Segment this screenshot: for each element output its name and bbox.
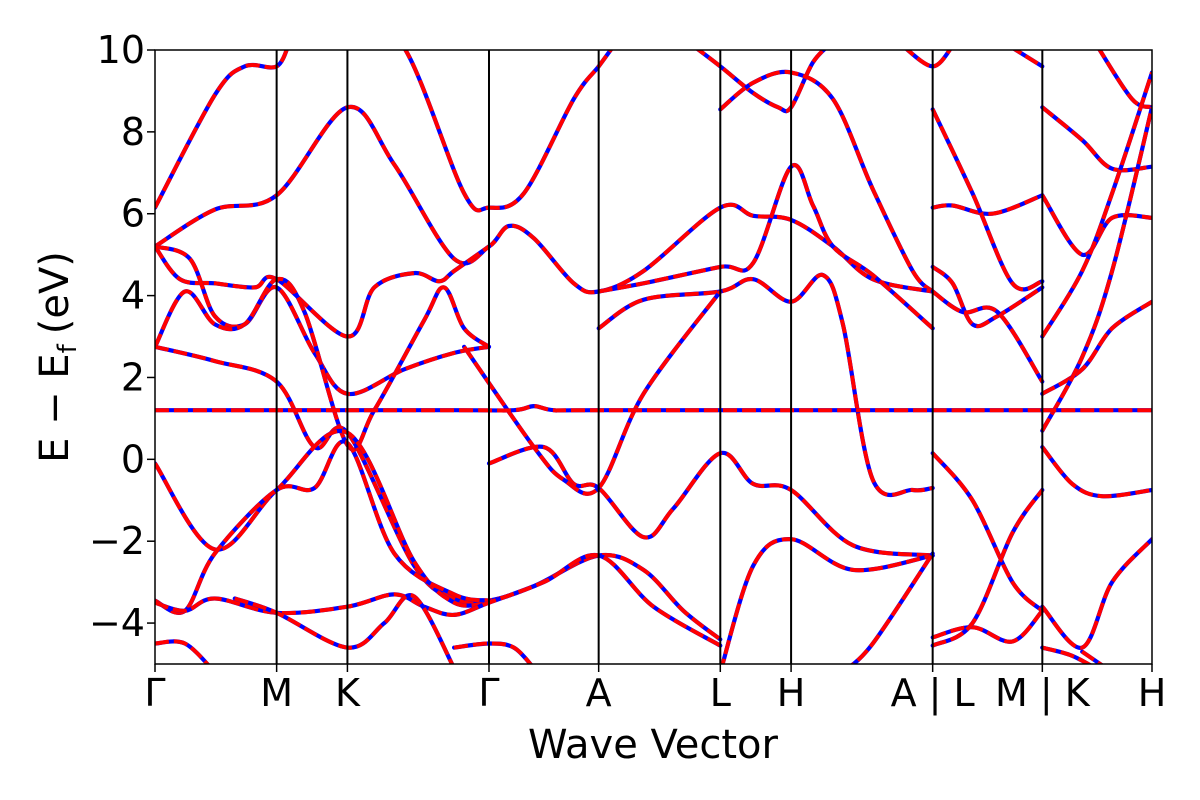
band-line-blue xyxy=(155,104,935,295)
band-line-red-dashed xyxy=(155,344,722,641)
band-line-red-dashed xyxy=(155,553,722,648)
y-tick-label: −2 xyxy=(89,519,145,563)
y-axis-title-main: E − E xyxy=(32,353,78,463)
band-line-red-dashed xyxy=(403,50,614,213)
x-tick-label: A xyxy=(586,671,612,715)
band-line-red-dashed xyxy=(1012,50,1044,69)
band-line-red-dashed xyxy=(155,50,289,209)
band-line-red-dashed xyxy=(1097,50,1152,110)
band-line-blue xyxy=(718,69,935,294)
band-line-red-dashed xyxy=(155,439,490,615)
band-line-blue xyxy=(930,608,1045,644)
band-line-red-dashed xyxy=(155,639,210,664)
y-tick-label: 0 xyxy=(121,437,145,481)
y-tick-label: −4 xyxy=(89,601,145,645)
band-line-red-dashed xyxy=(931,451,1044,613)
band-line-red-dashed xyxy=(719,69,935,294)
y-axis-title-unit: (eV) xyxy=(32,251,78,334)
band-line-red-dashed xyxy=(155,276,491,452)
x-tick-label: L xyxy=(710,671,731,715)
band-line-red-dashed xyxy=(1041,105,1152,173)
band-line-red-dashed xyxy=(1040,537,1152,650)
band-line-red-dashed xyxy=(453,641,533,664)
x-tick-label: K xyxy=(335,671,361,715)
y-tick-label: 4 xyxy=(121,274,145,318)
band-line-red-dashed xyxy=(1081,650,1104,664)
band-line-blue xyxy=(155,428,492,608)
y-tick-label: 10 xyxy=(97,28,145,72)
band-line-blue xyxy=(930,107,1045,292)
x-tick-label: M | K xyxy=(995,671,1091,716)
band-line-blue xyxy=(1040,70,1152,339)
band-line-blue xyxy=(155,639,211,664)
band-line-red-dashed xyxy=(850,552,935,664)
band-line-red-dashed xyxy=(1040,194,1152,257)
band-line-red-dashed xyxy=(1041,645,1093,664)
x-tick-label: Γ xyxy=(144,671,165,715)
band-line-blue xyxy=(930,487,1045,648)
y-axis-title: E − Ef (eV) xyxy=(32,251,83,463)
band-line-red-dashed xyxy=(462,290,722,496)
band-line-blue xyxy=(462,289,723,496)
x-tick-label: H xyxy=(777,671,806,715)
band-line-blue xyxy=(1040,193,1152,257)
x-tick-label: A | L xyxy=(891,671,975,716)
band-line-red-dashed xyxy=(1040,71,1152,338)
band-line-red-dashed xyxy=(1041,300,1152,396)
bands-layer xyxy=(155,50,1152,664)
band-line-red-dashed xyxy=(930,108,1043,292)
plot-frame xyxy=(154,49,1153,665)
band-line-red-dashed xyxy=(904,50,953,69)
band-line-red-dashed xyxy=(695,50,827,114)
x-tick-label: Γ xyxy=(478,671,499,715)
x-tick-label: H xyxy=(1138,671,1167,715)
high-symmetry-lines xyxy=(275,50,1044,664)
y-tick-label: 2 xyxy=(121,355,145,399)
y-axis: 10 8 6 4 2 0 −2 −4 xyxy=(89,28,155,645)
x-tick-label: M xyxy=(260,671,293,715)
band-line-red-dashed xyxy=(932,193,1044,216)
band-line-red-dashed xyxy=(931,289,1044,383)
band-line-red-dashed xyxy=(931,488,1044,648)
band-line-red-dashed xyxy=(1040,106,1152,432)
band-line-red-dashed xyxy=(488,444,933,558)
band-line-red-dashed xyxy=(155,404,933,413)
band-line-red-dashed xyxy=(155,104,934,295)
band-line-red-dashed xyxy=(234,593,455,664)
y-axis-title-sub: f xyxy=(53,343,83,353)
band-line-red-dashed xyxy=(597,273,934,497)
y-tick-label: 8 xyxy=(121,110,145,154)
band-line-red-dashed xyxy=(1040,445,1152,499)
band-line-red-dashed xyxy=(155,244,490,396)
y-tick-label: 6 xyxy=(121,192,145,236)
x-axis-title: Wave Vector xyxy=(528,722,779,768)
band-line-red-dashed xyxy=(932,609,1044,644)
band-line-red-dashed xyxy=(931,265,1044,329)
band-line-blue xyxy=(155,344,723,642)
band-line-red-dashed xyxy=(598,163,935,330)
band-line-blue xyxy=(596,162,935,331)
band-line-red-dashed xyxy=(155,428,490,608)
